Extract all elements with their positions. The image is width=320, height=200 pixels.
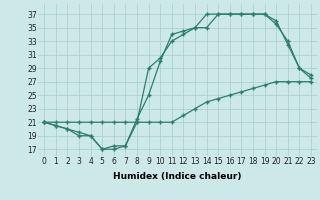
X-axis label: Humidex (Indice chaleur): Humidex (Indice chaleur) [113,172,242,181]
